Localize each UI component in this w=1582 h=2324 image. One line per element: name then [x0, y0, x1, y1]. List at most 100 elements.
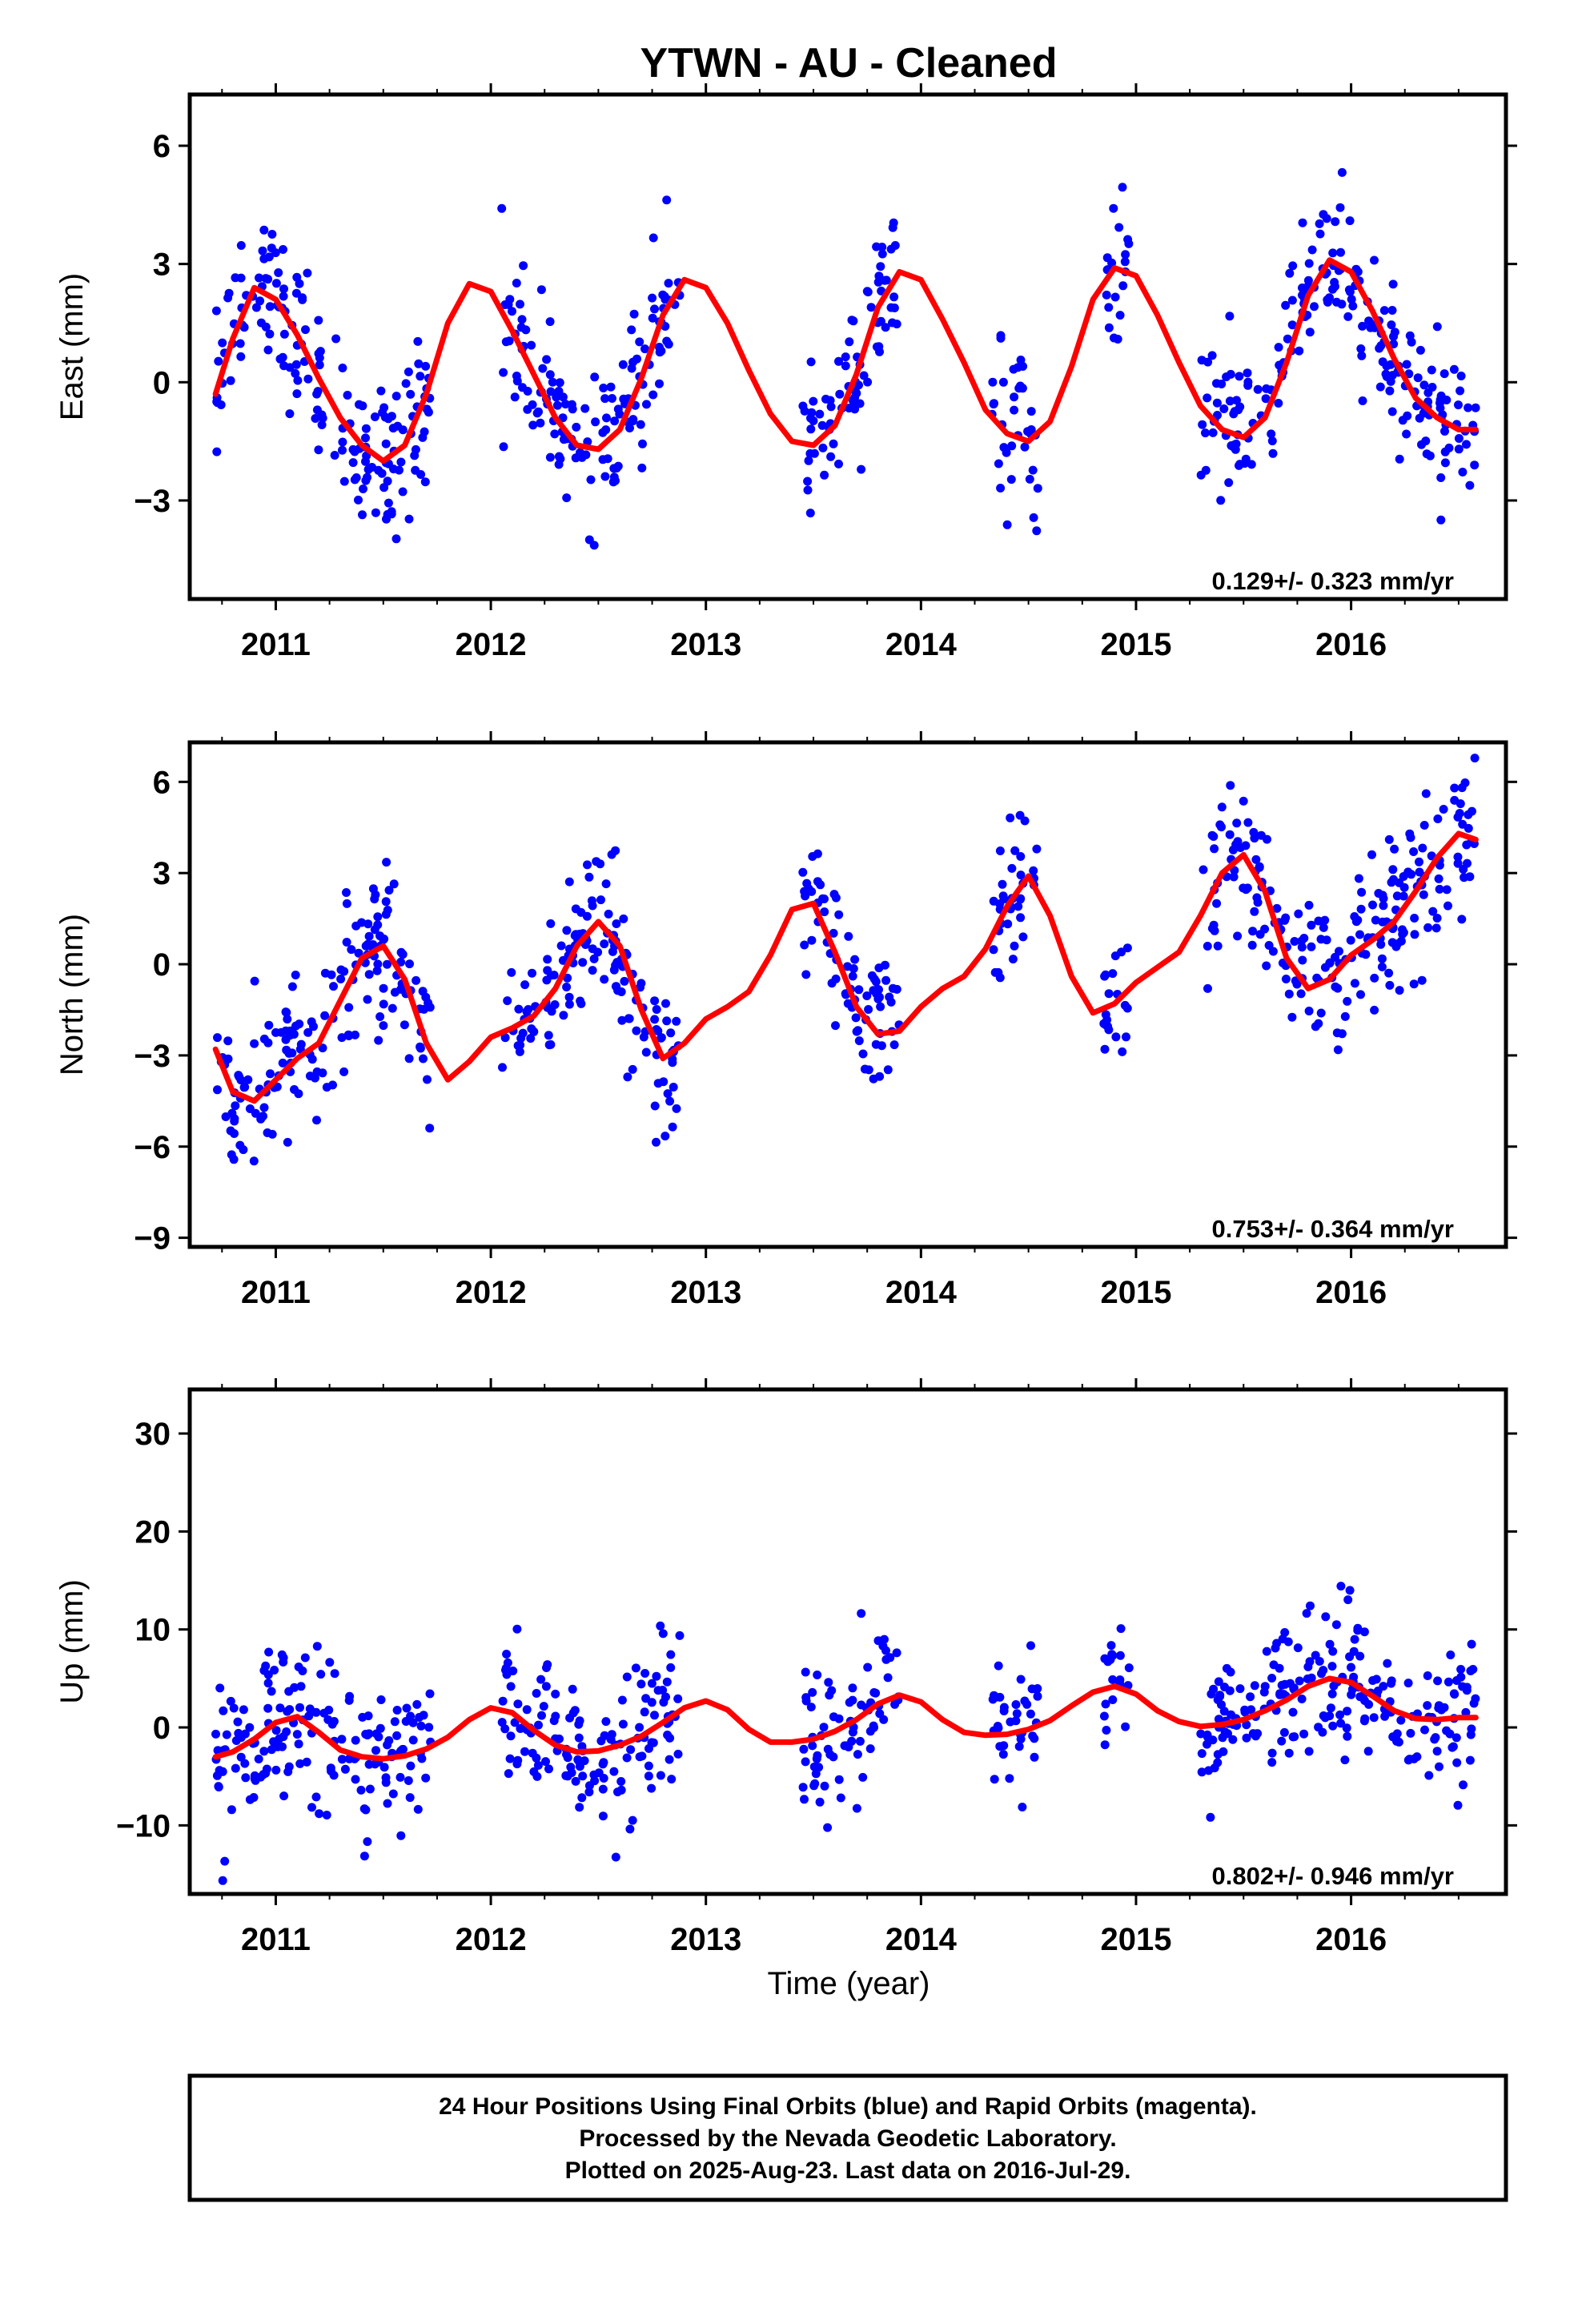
up-data-point	[1228, 1735, 1238, 1744]
east-data-point	[1440, 458, 1450, 468]
up-data-point	[245, 1723, 255, 1732]
north-data-point	[1354, 874, 1363, 883]
up-data-point	[1371, 1675, 1381, 1684]
north-y-tick-label: 6	[153, 765, 171, 800]
north-data-point	[564, 992, 574, 1002]
north-data-point	[363, 995, 372, 1004]
up-data-point	[1101, 1699, 1110, 1709]
north-data-point	[520, 980, 530, 990]
north-data-point	[564, 877, 574, 887]
east-data-point	[534, 407, 543, 416]
up-data-point	[1467, 1724, 1476, 1734]
north-x-tick-label: 2015	[1100, 1275, 1171, 1310]
east-data-point	[1020, 442, 1030, 452]
east-data-point	[1315, 219, 1324, 228]
up-fit-line	[212, 1675, 1479, 1762]
up-data-point	[222, 1730, 231, 1739]
east-data-point	[1345, 287, 1355, 296]
east-data-point	[508, 307, 516, 316]
up-data-point	[865, 1744, 875, 1754]
east-data-point	[805, 509, 815, 518]
up-data-point	[263, 1679, 273, 1688]
up-data-point	[863, 1663, 873, 1672]
up-data-point	[290, 1683, 299, 1692]
east-data-point	[218, 338, 227, 348]
east-data-point	[285, 363, 295, 372]
north-data-point	[636, 979, 646, 988]
east-data-point	[598, 455, 608, 464]
north-data-point	[1332, 1028, 1342, 1038]
east-data-point	[1456, 372, 1466, 380]
up-data-point	[883, 1673, 893, 1683]
north-data-point	[1433, 814, 1443, 823]
east-data-point	[866, 303, 876, 312]
east-data-point	[536, 418, 545, 428]
north-data-point	[263, 1038, 273, 1047]
north-data-point	[1101, 1020, 1110, 1030]
east-data-point	[315, 347, 325, 356]
north-data-point	[582, 911, 592, 921]
up-data-point	[1197, 1767, 1207, 1777]
east-data-point	[889, 304, 899, 312]
east-data-point	[590, 372, 600, 382]
up-data-point	[836, 1793, 845, 1803]
north-data-point	[1333, 983, 1343, 993]
up-data-point	[1108, 1675, 1118, 1684]
east-data-point	[376, 386, 386, 396]
east-data-point	[650, 304, 659, 314]
up-data-point	[827, 1686, 837, 1695]
up-data-point	[214, 1783, 223, 1791]
up-data-point	[1336, 1719, 1346, 1728]
east-data-point	[841, 361, 850, 371]
east-data-point	[1288, 261, 1298, 271]
north-data-point	[834, 910, 844, 919]
up-data-point	[520, 1747, 529, 1756]
east-data-point	[803, 485, 813, 495]
north-data-point	[619, 914, 628, 923]
up-data-point	[1028, 1731, 1038, 1741]
up-plot-frame	[187, 1387, 1508, 1896]
up-data-point	[578, 1771, 588, 1781]
east-data-point	[413, 336, 423, 346]
up-data-point	[584, 1787, 594, 1797]
east-data-point	[395, 465, 404, 475]
north-data-point	[656, 1033, 666, 1043]
east-data-point	[599, 384, 608, 392]
east-data-point	[990, 399, 998, 408]
up-data-point	[267, 1687, 276, 1696]
north-data-point	[412, 975, 421, 985]
up-data-point	[1424, 1771, 1434, 1780]
up-data-point	[1219, 1747, 1228, 1756]
east-data-point	[1375, 382, 1385, 392]
north-data-point	[1243, 883, 1252, 893]
up-data-point	[829, 1752, 838, 1762]
north-data-point	[312, 1116, 321, 1125]
north-data-point	[848, 971, 857, 981]
north-data-point	[404, 1054, 414, 1063]
up-data-point	[539, 1702, 548, 1711]
north-data-point	[337, 1033, 347, 1043]
up-data-point	[218, 1767, 227, 1776]
up-data-point	[497, 1718, 507, 1727]
north-data-point	[1385, 980, 1395, 990]
east-fit-line	[212, 257, 1479, 464]
up-data-point	[1207, 1689, 1216, 1699]
up-data-point	[1350, 1634, 1359, 1644]
east-data-point	[1247, 460, 1256, 469]
east-data-point	[421, 361, 431, 371]
north-data-point	[871, 1039, 881, 1049]
up-data-point	[270, 1666, 279, 1675]
north-data-point	[1016, 852, 1026, 861]
east-data-point	[499, 368, 508, 377]
north-data-point	[831, 1021, 840, 1031]
east-data-point	[519, 261, 528, 271]
up-data-point	[406, 1761, 416, 1771]
east-data-point	[510, 392, 520, 402]
up-y-axis: −10 0 10 20 30	[116, 1417, 1517, 1844]
east-data-point	[815, 409, 825, 419]
east-data-point	[849, 316, 858, 326]
north-data-point	[1415, 857, 1423, 866]
up-data-point	[365, 1784, 375, 1794]
up-data-point	[598, 1811, 608, 1821]
north-data-point	[342, 899, 351, 908]
